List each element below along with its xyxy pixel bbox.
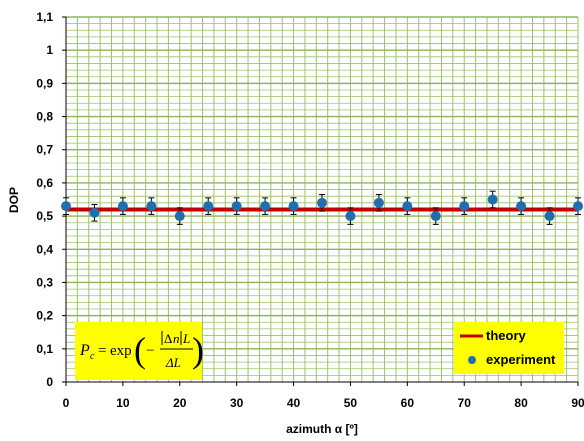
formula-minus: − bbox=[146, 343, 154, 359]
x-tick-labels: 0 10 20 30 40 50 60 70 80 90 bbox=[63, 382, 584, 410]
experiment-point bbox=[373, 197, 384, 208]
x-tick-label: 80 bbox=[514, 396, 528, 410]
x-tick-label: 30 bbox=[230, 396, 244, 410]
experiment-point bbox=[288, 201, 299, 212]
grid bbox=[66, 16, 579, 382]
experiment-point bbox=[516, 201, 527, 212]
formula-lhs-sub: c bbox=[90, 351, 95, 362]
y-tick-label: 1,1 bbox=[36, 10, 53, 24]
legend-swatch-experiment bbox=[468, 356, 476, 364]
experiment-point bbox=[231, 201, 242, 212]
x-tick-label: 40 bbox=[287, 396, 301, 410]
y-tick-label: 0,6 bbox=[36, 176, 53, 190]
y-tick-label: 0,3 bbox=[36, 275, 53, 289]
formula-equals: = bbox=[98, 343, 106, 359]
formula-num-L: L bbox=[182, 331, 190, 346]
x-tick-label: 20 bbox=[173, 396, 187, 410]
experiment-point bbox=[61, 201, 71, 212]
experiment-point bbox=[402, 201, 413, 212]
formula-num-n: n bbox=[173, 331, 180, 346]
y-tick-label: 0 bbox=[46, 375, 53, 389]
y-axis-title: DOP bbox=[7, 187, 21, 213]
y-tick-label: 0,2 bbox=[36, 309, 53, 323]
x-tick-label: 90 bbox=[571, 396, 584, 410]
legend-label-theory: theory bbox=[486, 328, 527, 343]
y-tick-label: 0,8 bbox=[36, 110, 53, 124]
series bbox=[61, 190, 583, 225]
formula-annotation: P c = exp ( − Δ n L ΔL ) bbox=[75, 322, 204, 380]
experiment-point bbox=[544, 211, 555, 222]
formula-lhs: P bbox=[79, 342, 90, 359]
y-tick-label: 0,4 bbox=[36, 242, 53, 256]
experiment-point bbox=[146, 201, 157, 212]
y-tick-label: 0,9 bbox=[36, 76, 53, 90]
x-tick-label: 70 bbox=[458, 396, 472, 410]
x-tick-label: 60 bbox=[401, 396, 415, 410]
experiment-point bbox=[117, 201, 128, 212]
formula-den: ΔL bbox=[165, 355, 181, 370]
formula-num-delta: Δ bbox=[164, 331, 172, 346]
experiment-point bbox=[430, 211, 441, 222]
y-tick-label: 0,7 bbox=[36, 143, 53, 157]
formula-open-paren: ( bbox=[134, 330, 146, 370]
x-tick-label: 10 bbox=[116, 396, 130, 410]
experiment-point bbox=[345, 211, 356, 222]
formula-exp: exp bbox=[110, 343, 132, 359]
legend-box bbox=[454, 322, 564, 374]
y-tick-label: 0,1 bbox=[36, 342, 53, 356]
y-tick-labels: 0 0,1 0,2 0,3 0,4 0,5 0,6 0,7 0,8 0,9 1 1,1 bbox=[36, 10, 66, 389]
experiment-point bbox=[317, 197, 327, 208]
y-tick-label: 0,5 bbox=[36, 209, 53, 223]
x-axis-title: azimuth α [º] bbox=[286, 422, 358, 436]
formula-close-paren: ) bbox=[192, 330, 204, 370]
experiment-point bbox=[260, 201, 271, 212]
legend: theory experiment bbox=[454, 322, 564, 374]
x-tick-label: 50 bbox=[344, 396, 358, 410]
experiment-point bbox=[203, 201, 214, 212]
experiment-point bbox=[459, 201, 470, 212]
y-tick-label: 1 bbox=[46, 43, 53, 57]
experiment-point bbox=[573, 201, 583, 212]
experiment-point bbox=[487, 194, 498, 205]
legend-label-experiment: experiment bbox=[486, 352, 556, 367]
experiment-point bbox=[89, 207, 100, 218]
x-tick-label: 0 bbox=[63, 396, 70, 410]
experiment-point bbox=[174, 211, 185, 222]
